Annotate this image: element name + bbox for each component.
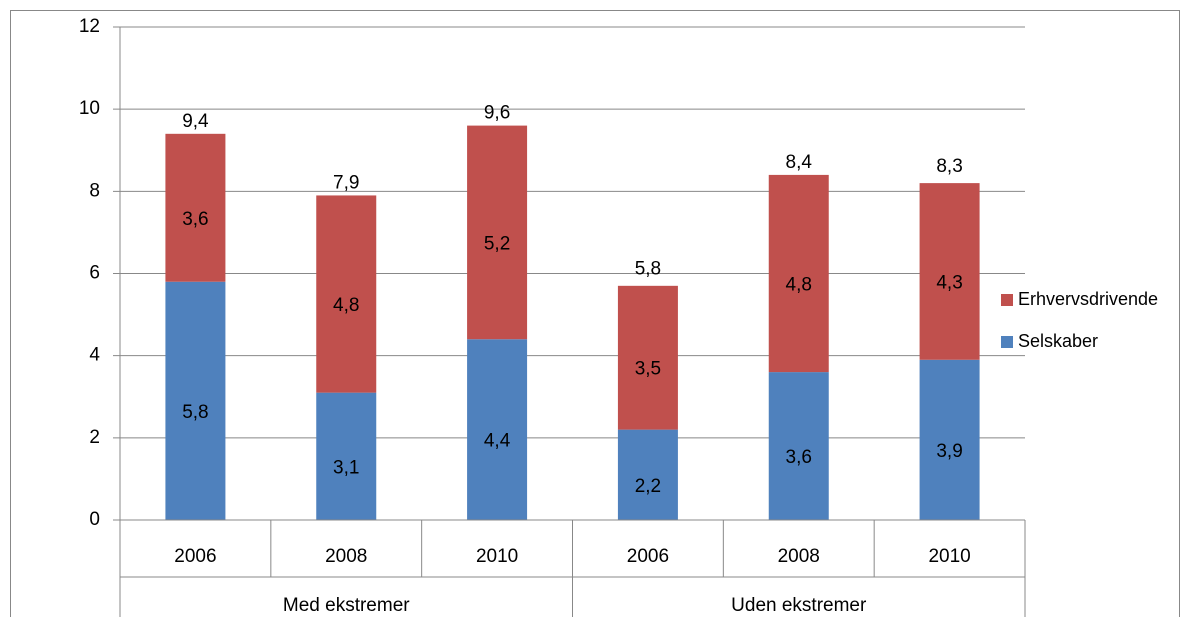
bar-segment [768, 174, 829, 373]
x-tick-label: 2008 [325, 546, 367, 567]
total-label: 7,9 [333, 172, 359, 193]
bar-segment [617, 429, 678, 520]
y-tick-label: 6 [89, 263, 100, 284]
value-label: 3,6 [182, 209, 208, 230]
y-tick-label: 4 [89, 345, 100, 366]
total-label: 8,4 [786, 152, 813, 173]
value-label: 5,2 [484, 233, 510, 254]
value-label: 4,8 [786, 275, 812, 296]
y-tick-label: 8 [89, 180, 100, 201]
total-label: 5,8 [635, 259, 661, 280]
group-label: Med ekstremer [283, 595, 410, 616]
group-label: Uden ekstremer [731, 595, 867, 616]
y-tick-label: 0 [89, 509, 100, 530]
bar-segment [467, 339, 528, 520]
bar-segment [617, 285, 678, 430]
value-label: 4,3 [936, 272, 962, 293]
x-tick-label: 2006 [174, 546, 216, 567]
x-tick-label: 2008 [778, 546, 820, 567]
bar-segment [919, 359, 980, 520]
value-label: 4,8 [333, 295, 359, 316]
x-tick-label: 2010 [476, 546, 518, 567]
value-label: 3,1 [333, 457, 359, 478]
total-label: 9,6 [484, 103, 510, 124]
value-label: 2,2 [635, 476, 661, 497]
value-label: 5,8 [182, 402, 208, 423]
legend-swatch [1001, 294, 1013, 306]
total-label: 9,4 [182, 111, 209, 132]
bar-segment [165, 133, 226, 282]
x-tick-label: 2006 [627, 546, 669, 567]
total-label: 8,3 [936, 156, 962, 177]
y-tick-label: 2 [89, 427, 100, 448]
legend-label: Erhvervsdrivende [1018, 289, 1158, 309]
value-label: 3,9 [936, 441, 962, 462]
bar-segment [316, 392, 377, 520]
y-tick-label: 12 [79, 16, 100, 37]
bar-segment [768, 372, 829, 520]
bar-segment [467, 125, 528, 340]
legend-swatch [1001, 336, 1013, 348]
legend-label: Selskaber [1018, 331, 1098, 351]
bar-segment [316, 195, 377, 393]
bar-segment [919, 183, 980, 360]
bar-segment [165, 281, 226, 520]
value-label: 4,4 [484, 431, 511, 452]
y-tick-label: 10 [79, 98, 100, 119]
x-tick-label: 2010 [928, 546, 970, 567]
value-label: 3,5 [635, 359, 661, 380]
value-label: 3,6 [786, 447, 812, 468]
